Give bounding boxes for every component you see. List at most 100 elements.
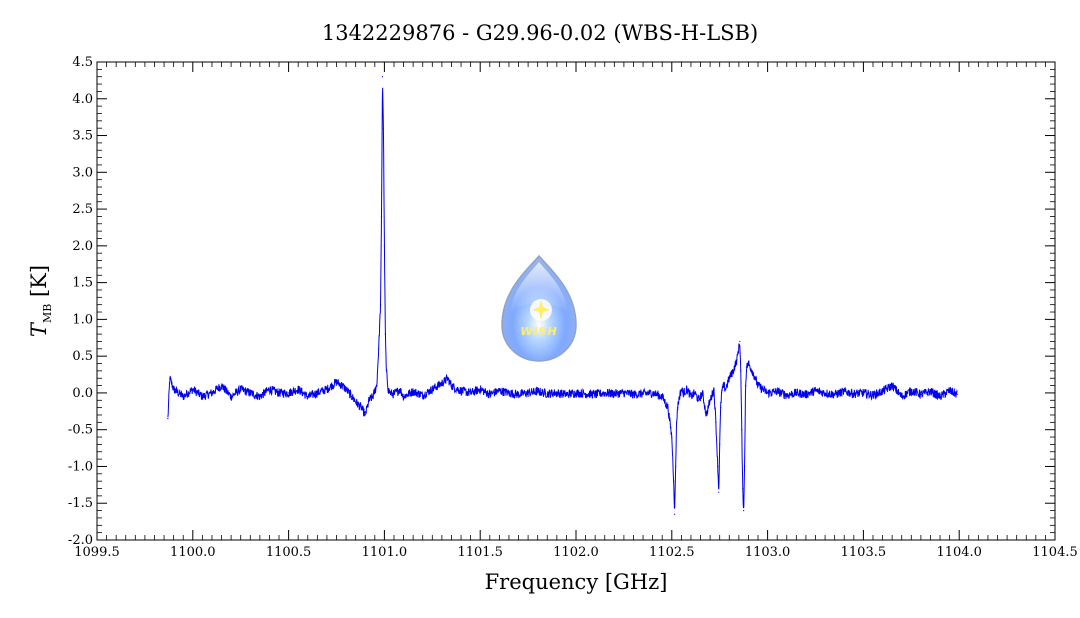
x-tick-label: 1101.5 [457,545,503,560]
data-point [674,513,676,515]
data-point [920,393,922,395]
data-point [652,392,654,394]
data-point [732,370,734,372]
data-point [385,370,387,372]
y-tick-label: -2.0 [68,533,93,548]
data-point [742,487,744,490]
data-point [470,392,472,394]
data-point [872,394,874,396]
data-point [173,388,175,390]
data-point [853,393,855,395]
data-point [527,392,529,394]
data-point [673,480,675,482]
data-point [192,388,194,390]
data-point [745,366,748,368]
data-point [422,394,424,396]
data-point [169,377,171,379]
y-tick-label: 4.5 [72,55,93,70]
data-point [297,388,299,390]
data-point [718,491,720,493]
x-axis-label: Frequency [GHz] [485,570,668,594]
data-point [387,388,389,390]
data-point [682,392,684,394]
data-point [383,245,385,247]
y-axis-label-symbol: T [27,321,51,337]
x-tick-label: 1103.0 [745,545,791,560]
data-point [249,392,251,394]
data-point [393,393,395,395]
data-point [537,390,539,393]
plot-area [167,76,958,515]
data-point [675,421,678,423]
data-point [767,392,769,394]
data-point [929,390,932,393]
data-point [743,509,745,512]
data-point [891,384,893,387]
data-point [575,392,577,394]
data-point [316,392,318,394]
data-point [167,418,169,420]
data-point [862,392,865,394]
data-point [230,396,232,398]
data-point [776,390,778,393]
data-point [690,396,692,398]
y-tick-label: -1.0 [68,459,93,474]
data-point [604,392,606,394]
data-point [288,392,290,394]
data-point [701,392,704,394]
data-point [341,384,343,387]
y-tick-label: 2.5 [72,202,93,217]
data-point [744,384,747,387]
data-point [686,388,688,390]
data-point [368,399,370,401]
data-point [460,390,462,392]
data-point [335,381,338,383]
data-point [584,393,587,395]
data-point [694,392,696,394]
data-point [722,384,725,387]
data-point [381,76,384,78]
data-point [380,215,383,218]
y-tick-label: 0.0 [72,386,93,401]
data-point [379,304,382,306]
data-point [676,407,679,409]
data-point [378,348,380,350]
data-point [720,407,722,409]
wish-star-icon [532,300,550,320]
x-tick-label: 1100.0 [170,545,216,560]
data-point [613,393,615,395]
data-point [479,388,481,390]
wish-logo: WISH [501,254,577,362]
data-point [632,393,635,395]
data-point [345,388,347,390]
data-point [268,388,271,390]
data-point [739,340,741,343]
data-point [949,390,951,392]
data-point [939,396,941,398]
data-point [356,403,359,405]
wish-drop-shine [511,262,567,313]
x-tick-label: 1102.5 [649,545,695,560]
x-tick-label: 1101.0 [362,545,408,560]
y-axis-label: TMB [K] [27,265,54,337]
spectrum-line [167,87,958,509]
data-point [384,333,386,335]
y-tick-label: -0.5 [68,423,93,438]
x-axis-ticks: 1099.5 1100.0 1100.5 1101.0 1101.5 1102.0 1102… [74,62,1078,560]
y-tick-label: 0.5 [72,349,93,364]
wish-logo-text: WISH [520,325,557,338]
data-point [705,414,707,416]
data-point [201,396,203,398]
data-point [182,396,184,398]
data-point [667,407,669,409]
data-point [623,392,625,394]
data-point [757,384,759,387]
x-tick-label: 1099.5 [74,545,120,560]
data-point [713,388,715,390]
data-point [834,393,836,395]
data-point [351,396,353,398]
data-point [661,396,663,398]
data-point [456,388,458,390]
data-point [565,393,568,395]
data-point [211,392,213,394]
